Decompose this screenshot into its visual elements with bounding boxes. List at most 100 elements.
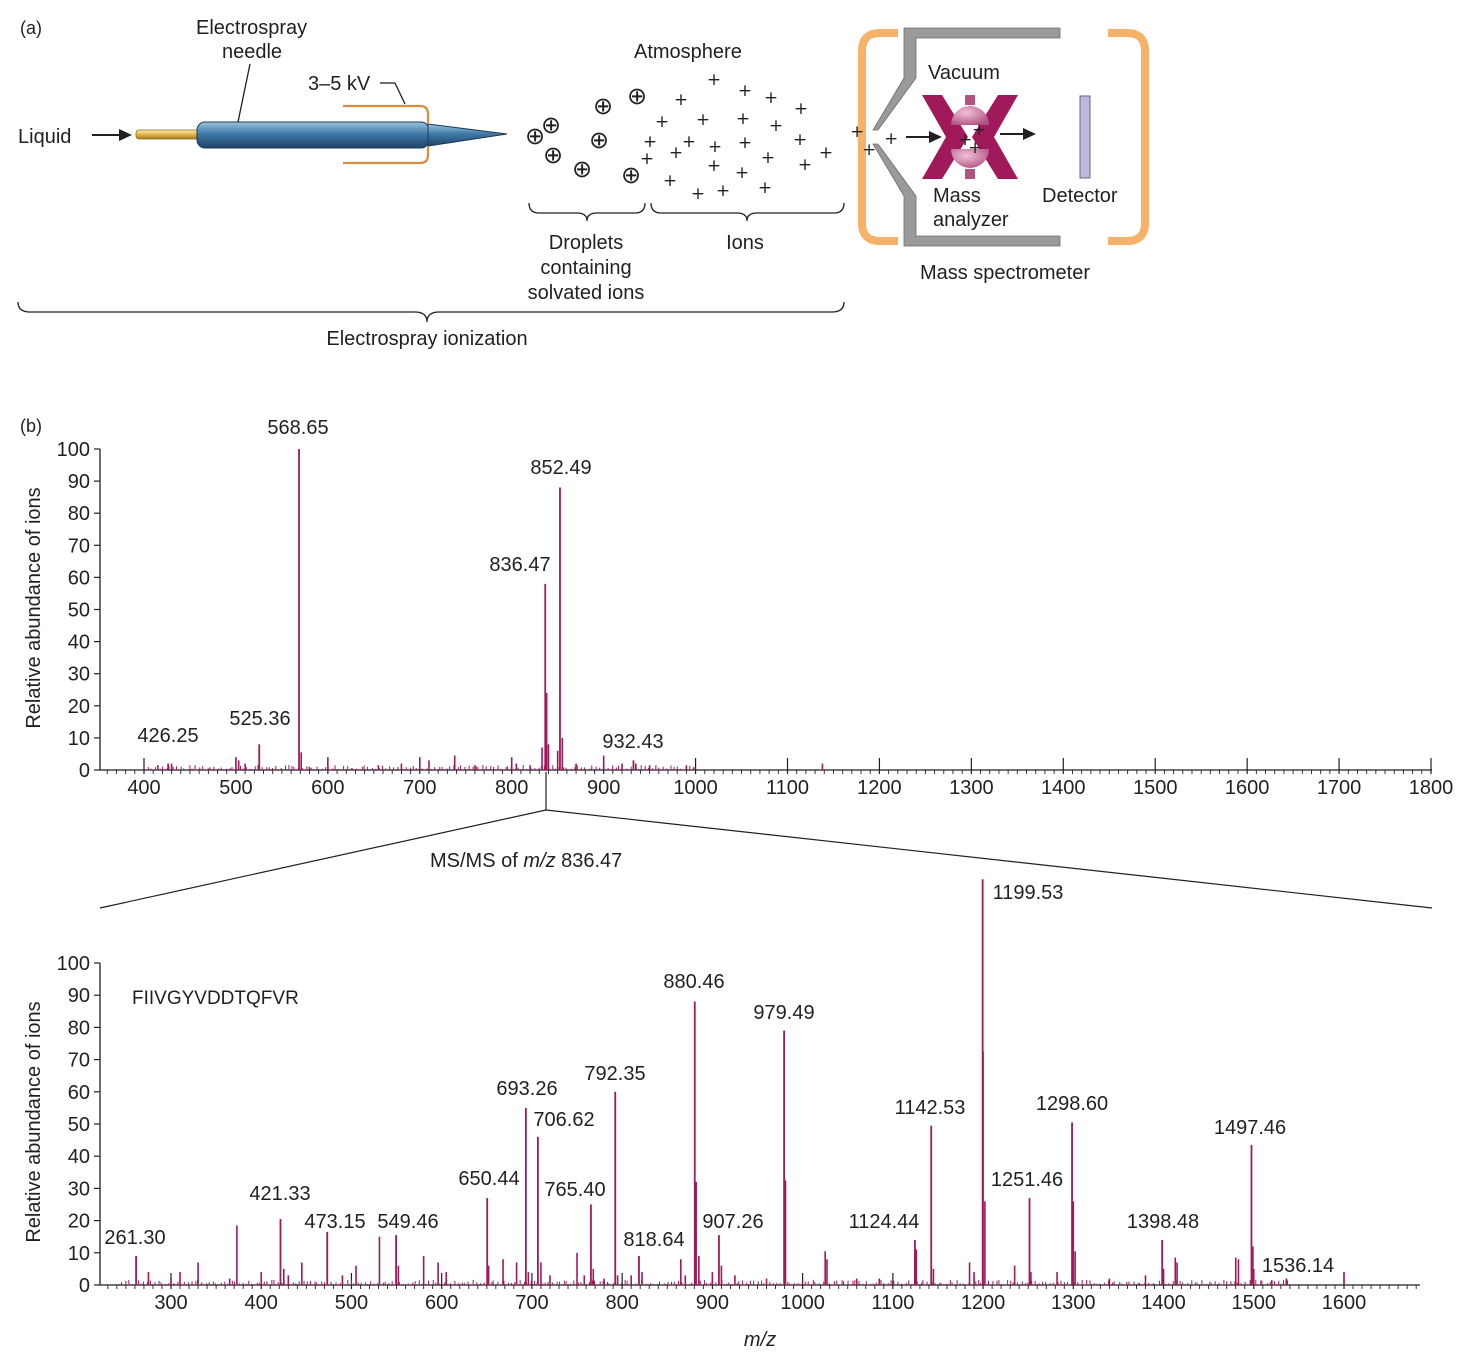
y-tick-label: 80 bbox=[68, 1017, 90, 1039]
ion-icon: + bbox=[798, 155, 812, 175]
voltage-electrode-bottom bbox=[343, 146, 430, 165]
entrance-ions: + + + bbox=[850, 122, 898, 160]
mass-spectrometer-label: Mass spectrometer bbox=[920, 262, 1090, 284]
x-tick-label: 700 bbox=[515, 1292, 548, 1314]
y-tick-label: 20 bbox=[68, 1211, 90, 1233]
peak-label: 818.64 bbox=[623, 1229, 684, 1251]
peak-label: 568.65 bbox=[267, 417, 328, 439]
ion-icon: + bbox=[674, 90, 688, 110]
svg-text:+: + bbox=[850, 122, 864, 142]
ion-icon: + bbox=[669, 143, 683, 163]
peak-label: 426.25 bbox=[137, 725, 198, 747]
droplet-icon: ⊕ bbox=[593, 92, 613, 120]
x-axis-label: m/z bbox=[744, 1329, 776, 1351]
x-tick-label: 700 bbox=[403, 777, 436, 799]
ion-icon: + bbox=[794, 99, 808, 119]
peak-label: 765.40 bbox=[544, 1179, 605, 1201]
y-axis-label: Relative abundance of ions bbox=[23, 1001, 45, 1242]
peak-label: 1199.53 bbox=[993, 882, 1064, 904]
x-tick-label: 1100 bbox=[871, 1292, 914, 1314]
mass-analyzer-label-line2: analyzer bbox=[933, 209, 1009, 231]
peak-label: 1536.14 bbox=[1262, 1255, 1334, 1277]
ion-icon: + bbox=[643, 132, 657, 152]
y-tick-label: 60 bbox=[68, 567, 90, 589]
x-tick-label: 1600 bbox=[1322, 1292, 1367, 1314]
ion-icon: + bbox=[736, 109, 750, 129]
vacuum-wall-top bbox=[872, 27, 1061, 131]
analyzer-in-arrow-icon bbox=[906, 131, 942, 143]
x-tick-label: 1300 bbox=[949, 777, 994, 799]
peak-label: 1251.46 bbox=[991, 1169, 1063, 1191]
y-tick-label: 10 bbox=[68, 728, 90, 750]
y-tick-label: 100 bbox=[57, 953, 90, 975]
peak-label: 1398.48 bbox=[1127, 1211, 1199, 1233]
peak-label: 473.15 bbox=[304, 1211, 365, 1233]
svg-text:+: + bbox=[884, 129, 898, 149]
ion-icon: + bbox=[738, 133, 752, 153]
peak-label: 792.35 bbox=[584, 1063, 645, 1085]
x-tick-label: 900 bbox=[696, 1292, 729, 1314]
ion-icon: + bbox=[793, 130, 807, 150]
x-tick-label: 1300 bbox=[1051, 1292, 1096, 1314]
y-tick-label: 0 bbox=[79, 1275, 90, 1297]
ion-icon: + bbox=[663, 171, 677, 191]
svg-text:+: + bbox=[958, 130, 972, 150]
x-tick-label: 800 bbox=[605, 1292, 638, 1314]
peak-label: 693.26 bbox=[496, 1078, 557, 1100]
droplets-label-line3: solvated ions bbox=[528, 282, 645, 304]
x-tick-label: 1000 bbox=[673, 777, 718, 799]
ion-group: ++ +++ + + +++ + + + ++ ++ ++ ++++ + + bbox=[640, 70, 833, 204]
x-tick-label: 600 bbox=[425, 1292, 458, 1314]
peak-label: 650.44 bbox=[458, 1168, 519, 1190]
droplets-label-line2: containing bbox=[540, 257, 631, 279]
y-tick-label: 50 bbox=[68, 1114, 90, 1136]
mass-analyzer-icon: + + + bbox=[922, 95, 1018, 179]
x-tick-label: 400 bbox=[245, 1292, 278, 1314]
y-tick-label: 20 bbox=[68, 696, 90, 718]
ion-icon: + bbox=[764, 88, 778, 108]
x-tick-label: 500 bbox=[335, 1292, 368, 1314]
electrospray-ionization-brace bbox=[17, 301, 845, 323]
svg-text:+: + bbox=[862, 140, 876, 160]
analyzer-out-arrow-icon bbox=[1000, 128, 1036, 140]
ion-icon: + bbox=[738, 81, 752, 101]
detector-plate bbox=[1079, 95, 1091, 179]
mass-spectrometer-bracket-right bbox=[1108, 29, 1149, 245]
peak-label: 1497.46 bbox=[1214, 1117, 1286, 1139]
droplet-icon: ⊕ bbox=[525, 122, 545, 150]
x-tick-label: 1600 bbox=[1225, 777, 1270, 799]
droplet-icon: ⊕ bbox=[543, 141, 563, 169]
mass-spectrometer-bracket-left bbox=[858, 29, 898, 245]
ion-icon: + bbox=[682, 132, 696, 152]
atmosphere-label: Atmosphere bbox=[634, 41, 742, 63]
y-tick-label: 70 bbox=[68, 535, 90, 557]
svg-text:+: + bbox=[968, 138, 982, 158]
droplet-icon: ⊕ bbox=[572, 155, 592, 183]
x-tick-label: 1500 bbox=[1133, 777, 1178, 799]
peak-label: 549.46 bbox=[377, 1211, 438, 1233]
x-tick-label: 1700 bbox=[1317, 777, 1362, 799]
liquid-label: Liquid bbox=[18, 126, 71, 148]
y-tick-label: 80 bbox=[68, 503, 90, 525]
y-tick-label: 100 bbox=[57, 439, 90, 461]
peak-label: 421.33 bbox=[249, 1183, 310, 1205]
ion-icon: + bbox=[707, 70, 721, 90]
liquid-arrow-icon bbox=[92, 129, 132, 141]
peak-label: 261.30 bbox=[104, 1227, 165, 1249]
ion-icon: + bbox=[758, 178, 772, 198]
svg-text:+: + bbox=[972, 120, 986, 140]
droplet-icon: ⊕ bbox=[589, 126, 609, 154]
droplet-icon: ⊕ bbox=[541, 111, 561, 139]
peak-label: 932.43 bbox=[602, 731, 663, 753]
msms-spectrum-chart: 0 10 20 30 40 50 60 70 80 90 100 300 400 500 600 700 800… bbox=[23, 879, 1420, 1351]
capillary-tube bbox=[135, 129, 203, 140]
ion-icon: + bbox=[696, 110, 710, 130]
ion-icon: + bbox=[716, 181, 730, 201]
needle-label-line2: needle bbox=[222, 41, 282, 63]
msms-label: MS/MS of m/z 836.47 bbox=[430, 850, 622, 872]
y-tick-label: 0 bbox=[79, 760, 90, 782]
ions-brace bbox=[650, 202, 845, 222]
voltage-label: 3–5 kV bbox=[308, 73, 371, 95]
needle-label-line1: Electrospray bbox=[196, 17, 307, 39]
